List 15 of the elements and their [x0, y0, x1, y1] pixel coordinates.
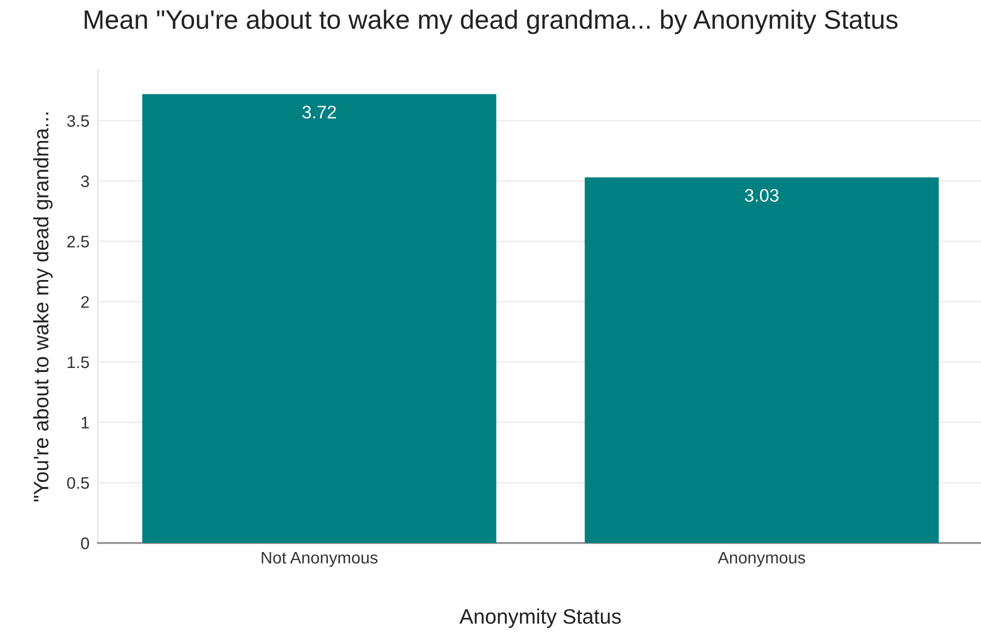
y-tick-label: 2 — [81, 296, 89, 308]
y-tick-label: 3.5 — [67, 115, 89, 127]
y-tick-label: 3 — [81, 175, 89, 188]
y-tick-label: 1 — [82, 416, 89, 428]
y-tick-label: 0.5 — [67, 477, 89, 489]
x-axis-title: Anonymity Status — [459, 608, 621, 628]
data-label: 3.72 — [302, 106, 336, 119]
data-label: 3.03 — [744, 188, 779, 202]
y-tick-label: 2.5 — [67, 236, 89, 248]
y-axis-title: "You're about to wake my dead grandma... — [33, 112, 53, 502]
chart-title: Mean "You're about to wake my dead grandma... by Anonymity Status — [84, 10, 898, 34]
x-tick-label: Anonymous — [718, 552, 806, 567]
y-tick-label: 1.5 — [68, 356, 89, 368]
y-tick-label: 0 — [81, 537, 90, 550]
x-tick-label: Not Anonymous — [262, 552, 378, 567]
